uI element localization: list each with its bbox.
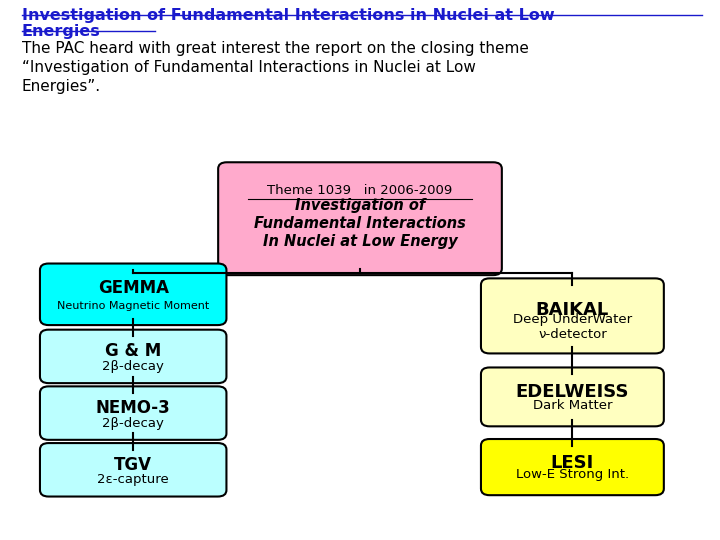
Text: Energies: Energies: [22, 24, 100, 39]
Text: 2β-decay: 2β-decay: [102, 417, 164, 430]
Text: Neutrino Magnetic Moment: Neutrino Magnetic Moment: [57, 301, 210, 312]
Text: NEMO-3: NEMO-3: [96, 399, 171, 417]
Text: Investigation of
Fundamental Interactions
In Nuclei at Low Energy: Investigation of Fundamental Interaction…: [254, 198, 466, 249]
Text: GEMMA: GEMMA: [98, 279, 168, 297]
Text: BAIKAL: BAIKAL: [536, 301, 609, 319]
Text: TGV: TGV: [114, 456, 152, 474]
FancyBboxPatch shape: [40, 443, 226, 497]
Text: 2ε-capture: 2ε-capture: [97, 474, 169, 487]
Text: Theme 1039   in 2006-2009: Theme 1039 in 2006-2009: [267, 184, 453, 197]
FancyBboxPatch shape: [40, 329, 226, 383]
Text: Low-E Strong Int.: Low-E Strong Int.: [516, 468, 629, 481]
FancyBboxPatch shape: [40, 387, 226, 440]
Text: G & M: G & M: [105, 342, 161, 360]
FancyBboxPatch shape: [481, 279, 664, 354]
Text: The PAC heard with great interest the report on the closing theme
“Investigation: The PAC heard with great interest the re…: [22, 40, 528, 94]
FancyBboxPatch shape: [481, 367, 664, 427]
FancyBboxPatch shape: [218, 163, 502, 275]
Text: EDELWEISS: EDELWEISS: [516, 383, 629, 401]
Text: Deep UnderWater
ν-detector: Deep UnderWater ν-detector: [513, 313, 632, 341]
Text: Dark Matter: Dark Matter: [533, 399, 612, 411]
Text: Investigation of Fundamental Interactions in Nuclei at Low: Investigation of Fundamental Interaction…: [22, 8, 554, 23]
Text: 2β-decay: 2β-decay: [102, 360, 164, 373]
Text: LESI: LESI: [551, 454, 594, 472]
FancyBboxPatch shape: [481, 439, 664, 495]
FancyBboxPatch shape: [40, 264, 226, 325]
